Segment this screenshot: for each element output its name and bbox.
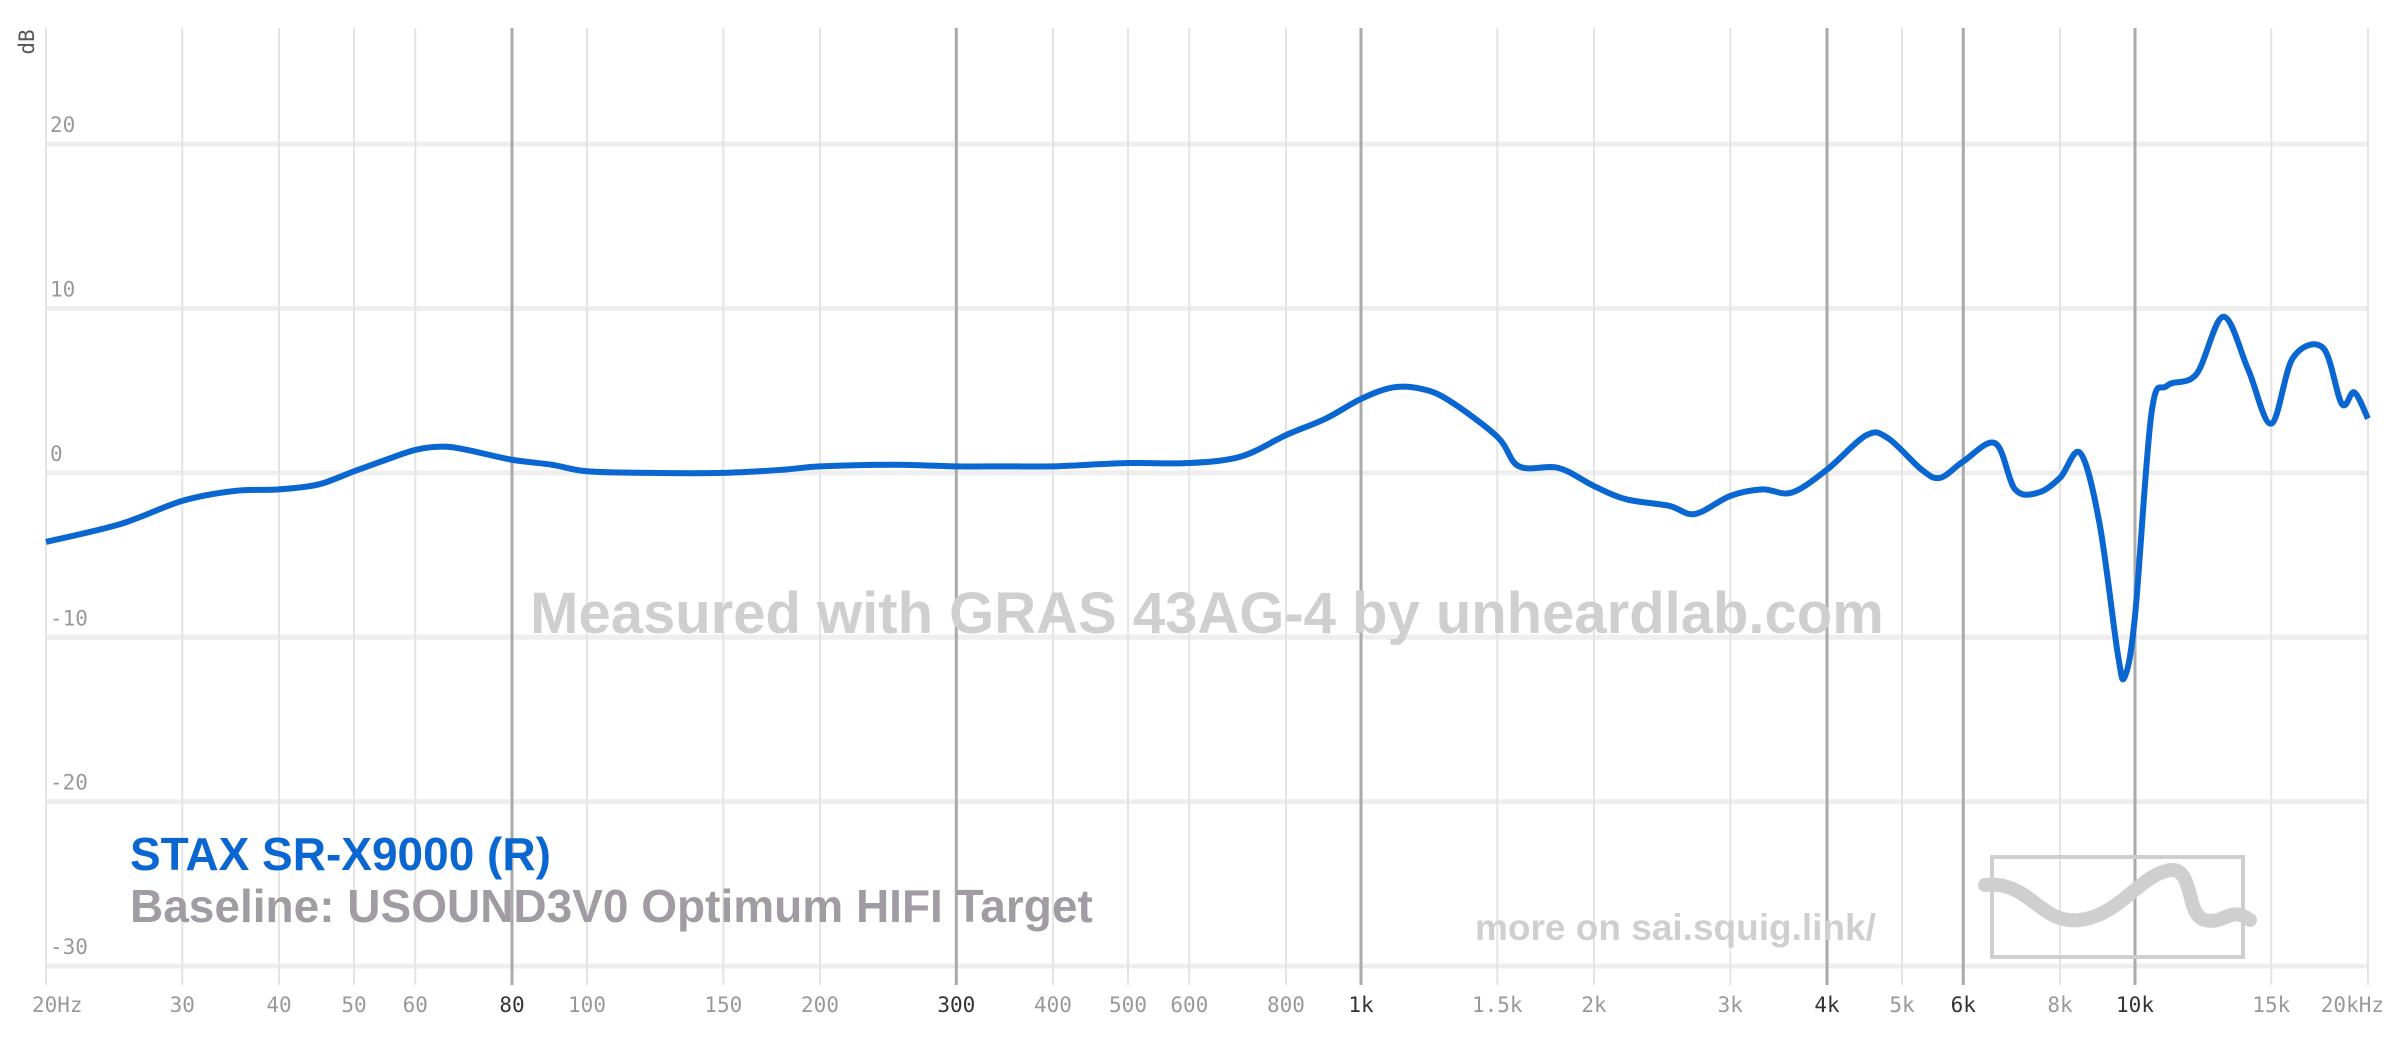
footer-link: more on sai.squig.link/ bbox=[1475, 907, 1876, 948]
x-tick-label: 30 bbox=[170, 993, 195, 1017]
series-line bbox=[45, 313, 2371, 683]
y-tick-label: -20 bbox=[50, 771, 88, 795]
y-tick-label: 20 bbox=[50, 113, 75, 137]
y-tick-label: 10 bbox=[50, 278, 75, 302]
x-tick-label: 6k bbox=[1951, 993, 1977, 1017]
x-tick-label: 400 bbox=[1034, 993, 1072, 1017]
watermark: Measured with GRAS 43AG-4 by unheardlab.… bbox=[530, 581, 1884, 646]
baseline-label: Baseline: USOUND3V0 Optimum HIFI Target bbox=[130, 880, 1093, 932]
x-tick-label: 200 bbox=[801, 993, 839, 1017]
x-tick-label: 80 bbox=[499, 993, 524, 1017]
logo bbox=[1978, 855, 2257, 959]
x-tick-label: 40 bbox=[266, 993, 291, 1017]
x-tick-label: 8k bbox=[2047, 993, 2073, 1017]
x-tick-label: 10k bbox=[2116, 993, 2154, 1017]
x-tick-label: 800 bbox=[1267, 993, 1305, 1017]
y-tick-label: -30 bbox=[50, 935, 88, 959]
x-tick-label: 150 bbox=[704, 993, 742, 1017]
x-tick-label: 100 bbox=[568, 993, 606, 1017]
legend-label: STAX SR-X9000 (R) bbox=[130, 828, 551, 880]
x-tick-label: 15k bbox=[2252, 993, 2290, 1017]
x-tick-label: 500 bbox=[1109, 993, 1147, 1017]
x-tick-label: 50 bbox=[341, 993, 366, 1017]
x-tick-label: 600 bbox=[1170, 993, 1208, 1017]
x-tick-label: 3k bbox=[1718, 993, 1744, 1017]
y-axis-label: dB bbox=[15, 29, 39, 54]
x-tick-label: 300 bbox=[937, 993, 975, 1017]
y-tick-label: -10 bbox=[50, 606, 88, 630]
x-tick-label: 20kHz bbox=[2321, 993, 2384, 1017]
y-tick-label: 0 bbox=[50, 442, 63, 466]
x-tick-label: 20Hz bbox=[32, 993, 83, 1017]
x-tick-label: 60 bbox=[403, 993, 428, 1017]
x-tick-label: 1k bbox=[1348, 993, 1374, 1017]
grid: -30 -20 -10 0 10 20 20Hz 30 40 50 60 80 100 150 200 300… bbox=[32, 28, 2384, 1017]
x-tick-label: 1.5k bbox=[1472, 993, 1523, 1017]
x-tick-label: 5k bbox=[1889, 993, 1915, 1017]
x-tick-label: 2k bbox=[1581, 993, 1607, 1017]
x-tick-label: 4k bbox=[1814, 993, 1840, 1017]
